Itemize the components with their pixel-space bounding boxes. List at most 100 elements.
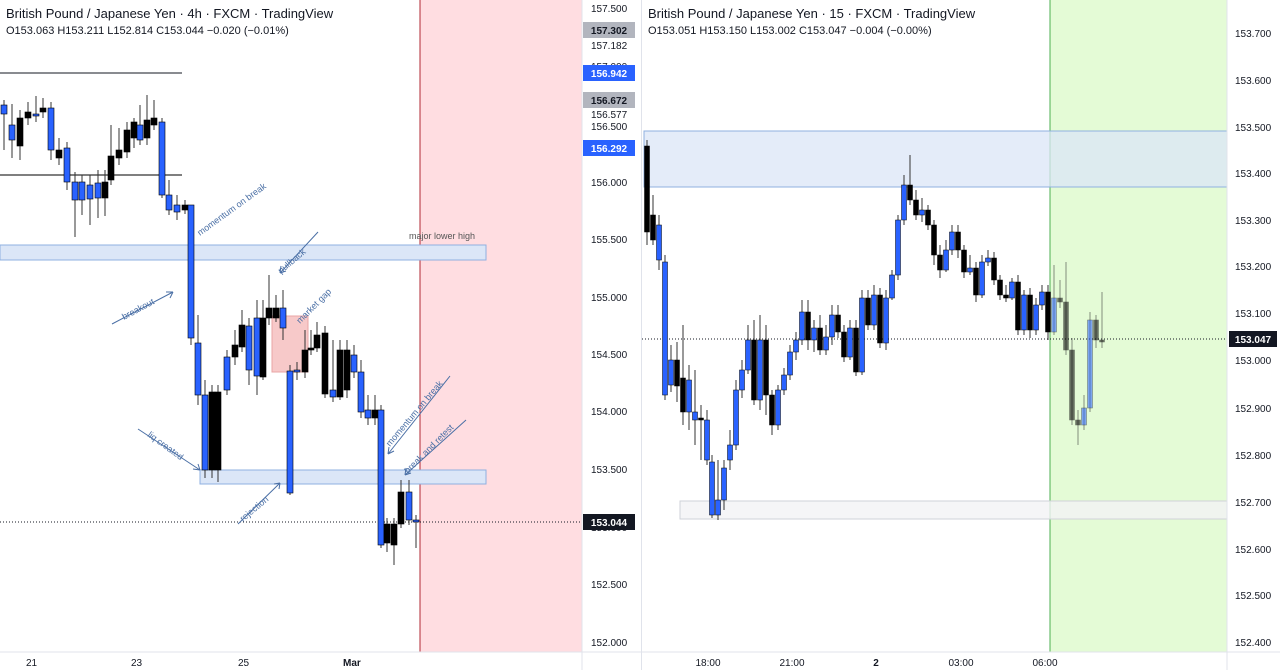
candle-body <box>662 261 668 396</box>
candle-body <box>817 327 823 351</box>
forecast-zone-right <box>1050 0 1227 652</box>
candle-body <box>745 339 751 371</box>
left-open: O153.063 <box>6 25 55 37</box>
candle-body <box>245 325 253 371</box>
candle-body <box>1069 349 1075 421</box>
right-change: −0.004 (−0.00%) <box>849 25 932 37</box>
candle-body <box>721 467 727 501</box>
right-chart-canvas[interactable]: 153.700 153.600 153.500 153.400 153.300 153.2… <box>642 0 1280 670</box>
right-price-label: 152.400 <box>1235 638 1272 649</box>
candle-body <box>769 394 775 426</box>
annotation-market-gap: market gap <box>294 287 333 326</box>
candle-body <box>238 324 246 348</box>
candle-body <box>919 209 925 216</box>
right-candles <box>644 140 1105 520</box>
panel-divider[interactable] <box>641 0 642 670</box>
candle-body <box>1009 281 1015 299</box>
left-price-badge <box>583 65 635 81</box>
left-low: L152.814 <box>107 25 154 37</box>
left-candles <box>0 95 420 565</box>
supply-zone <box>643 130 1228 188</box>
candle-body <box>231 344 239 358</box>
candle-body <box>94 182 102 199</box>
candle-body <box>943 249 949 271</box>
candle-body <box>853 327 859 373</box>
right-price-label: 152.700 <box>1235 498 1272 509</box>
candle-body <box>733 389 739 446</box>
candle-body <box>307 347 315 351</box>
candle-body <box>107 155 115 181</box>
candle-body <box>397 491 405 525</box>
lower-high-zone <box>0 244 487 261</box>
date-label-23: 23 <box>131 658 143 669</box>
right-chart-panel[interactable]: 153.700 153.600 153.500 153.400 153.300 153.2… <box>642 0 1280 670</box>
candle-body <box>979 261 985 296</box>
low-zone <box>679 500 1228 520</box>
candle-body <box>412 519 420 523</box>
candle-body <box>1045 291 1051 333</box>
candle-body <box>47 107 55 151</box>
candle-body <box>208 391 216 471</box>
left-price-label: 155.500 <box>591 235 628 246</box>
candle-body <box>751 339 757 401</box>
left-change: −0.020 (−0.01%) <box>206 25 289 37</box>
right-price-axis[interactable] <box>1227 0 1280 652</box>
candle-body <box>961 249 967 273</box>
left-price-label: 154.000 <box>591 407 628 418</box>
right-current-price-badge <box>1229 331 1277 347</box>
candle-body <box>763 339 769 396</box>
right-price-labels: 153.700 153.600 153.500 153.400 153.300 153.2… <box>1235 29 1272 649</box>
left-price-badge <box>583 92 635 108</box>
candle-body <box>286 370 294 494</box>
right-price-label: 153.400 <box>1235 169 1272 180</box>
candle-body <box>937 254 943 271</box>
candle-body <box>223 356 231 391</box>
candle-body <box>931 224 937 256</box>
right-price-label: 153.100 <box>1235 309 1272 320</box>
candle-body <box>727 444 733 461</box>
candle-body <box>329 389 337 398</box>
left-price-label: 154.500 <box>591 350 628 361</box>
right-price-label: 152.900 <box>1235 404 1272 415</box>
time-label-2: 2 <box>873 658 879 669</box>
candle-body <box>265 307 273 319</box>
candle-body <box>364 409 372 419</box>
candle-body <box>709 461 715 516</box>
candle-body <box>187 204 195 339</box>
candle-body <box>390 523 398 546</box>
candle-body <box>674 359 680 387</box>
support-zone <box>199 469 487 485</box>
time-label-0300: 03:00 <box>948 658 973 669</box>
left-chart-canvas[interactable]: major lower high momentum on break pullb… <box>0 0 642 670</box>
candle-body <box>901 184 907 221</box>
right-price-label: 152.500 <box>1235 591 1272 602</box>
time-label-1800: 18:00 <box>695 658 720 669</box>
right-current-price-text: 153.047 <box>1235 335 1272 346</box>
candle-body <box>811 327 817 341</box>
candle-body <box>692 411 698 421</box>
candle-body <box>787 351 793 376</box>
left-price-label: 156.500 <box>591 122 628 133</box>
candle-body <box>955 231 961 251</box>
candle-body <box>259 317 267 378</box>
candle-body <box>889 274 895 299</box>
candle-body <box>301 349 309 373</box>
right-close: C153.047 <box>798 25 847 37</box>
annotation-major-lower-high: major lower high <box>409 231 475 241</box>
annotation-arrows <box>111 231 467 525</box>
left-chart-panel[interactable]: major lower high momentum on break pullb… <box>0 0 642 670</box>
candle-body <box>775 389 781 426</box>
left-price-badges: 157.302 156.942 156.672 156.292 153.044 <box>583 22 635 530</box>
candle-body <box>1027 294 1033 331</box>
date-label-mar: Mar <box>343 658 361 669</box>
left-price-axis[interactable] <box>582 0 642 652</box>
left-price-label: 152.500 <box>591 580 628 591</box>
candle-body <box>321 332 329 395</box>
candle-body <box>1033 304 1039 331</box>
candle-body <box>805 311 811 341</box>
candle-body <box>1021 294 1027 331</box>
left-price-badge <box>583 22 635 38</box>
candle-body <box>173 204 181 213</box>
left-price-badge-text: 153.044 <box>591 518 628 529</box>
left-price-label: 153.500 <box>591 465 628 476</box>
